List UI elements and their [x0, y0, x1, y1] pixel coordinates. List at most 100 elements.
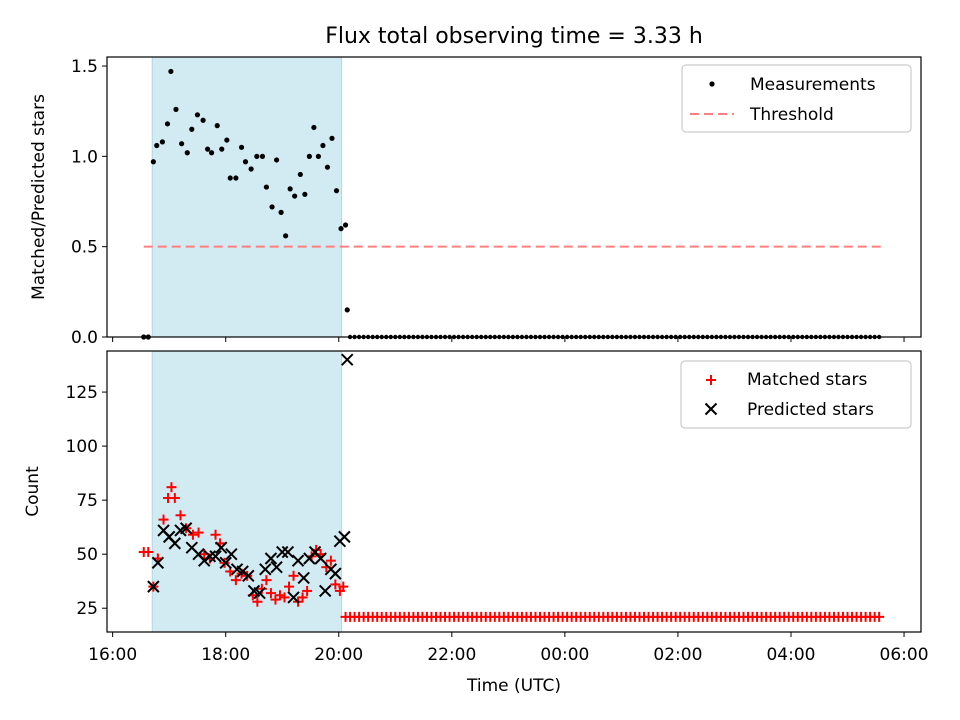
- measurement-point: [297, 171, 303, 178]
- legend-marker-matched: [706, 375, 716, 385]
- measurement-point: [311, 124, 317, 131]
- measurement-point: [333, 188, 340, 194]
- y-tick-label: 125: [66, 383, 98, 403]
- measurement-point: [208, 150, 215, 156]
- matched-stars-points: [138, 482, 885, 622]
- predicted-star-marker: [242, 569, 255, 583]
- measurement-point: [344, 307, 350, 313]
- predicted-star-marker: [209, 550, 222, 563]
- measurement-point: [227, 175, 233, 181]
- matched-star-marker: [330, 579, 341, 590]
- predicted-star-marker: [168, 537, 182, 550]
- predicted-star-marker: [179, 522, 193, 535]
- measurement-point: [273, 157, 280, 163]
- measurement-point: [278, 209, 284, 215]
- measurement-point: [254, 153, 260, 159]
- legend-box: [681, 64, 912, 133]
- measurement-point: [263, 184, 270, 190]
- predicted-star-marker: [291, 554, 305, 567]
- measurement-point: [338, 226, 344, 232]
- legend-box: [680, 360, 912, 429]
- measurement-point: [269, 204, 275, 210]
- measurement-point: [168, 68, 174, 75]
- matched-star-marker: [169, 492, 180, 503]
- matched-star-marker: [166, 482, 177, 493]
- ratio-y-axis-label: Matched/Predicted stars: [29, 94, 49, 300]
- y-tick-label: 1.5: [71, 57, 98, 77]
- legend-label: Measurements: [750, 75, 876, 95]
- count-y-axis-label: Count: [23, 466, 43, 517]
- x-tick-label: 18:00: [201, 645, 250, 665]
- x-tick-label: 02:00: [653, 645, 702, 665]
- measurement-point: [173, 106, 179, 112]
- matched-star-marker: [284, 581, 295, 592]
- measurement-point: [164, 121, 171, 127]
- measurement-point: [306, 153, 312, 159]
- matched-star-marker: [279, 592, 290, 603]
- predicted-star-marker: [276, 545, 289, 559]
- matched-star-marker: [252, 596, 263, 607]
- predicted-star-marker: [259, 563, 272, 576]
- matched-star-marker: [874, 611, 885, 622]
- matched-star-marker: [265, 588, 276, 599]
- matched-star-marker: [230, 575, 241, 586]
- matched-star-marker: [325, 555, 336, 566]
- ratio-legend: Measurements Threshold: [681, 64, 912, 133]
- measurement-point: [248, 166, 254, 172]
- x-axis-label: Time (UTC): [466, 676, 561, 696]
- count-legend: Matched stars Predicted stars: [680, 360, 912, 429]
- measurement-point: [342, 222, 349, 228]
- measurement-point: [159, 139, 165, 145]
- measurement-point: [329, 135, 335, 141]
- measurement-point: [320, 142, 326, 149]
- measurement-point: [233, 175, 239, 181]
- measurement-point: [224, 137, 230, 143]
- measurement-point: [200, 117, 206, 123]
- matched-star-marker: [175, 510, 186, 521]
- measurement-point: [214, 123, 220, 129]
- measurement-point: [154, 142, 160, 149]
- measurement-point: [315, 153, 322, 159]
- predicted-star-marker: [318, 584, 332, 598]
- observing-window-shade: [151, 56, 343, 338]
- measurement-point: [150, 159, 156, 165]
- legend-label: Threshold: [749, 105, 834, 125]
- predicted-star-marker: [253, 586, 266, 600]
- measurement-point: [189, 126, 195, 132]
- predicted-stars-points: [147, 353, 354, 604]
- measurement-point: [238, 144, 245, 150]
- matched-star-marker: [261, 575, 272, 586]
- predicted-star-marker: [297, 571, 310, 585]
- measurement-point: [287, 186, 293, 192]
- y-tick-label: 25: [76, 599, 98, 619]
- y-tick-label: 75: [76, 491, 98, 511]
- matched-star-marker: [297, 592, 308, 603]
- measurement-point: [179, 141, 185, 147]
- legend-label: Predicted stars: [747, 400, 874, 420]
- count-panel: 25 50 75 100 125 16:00 18:00 20:00 22:00 00:00 02…: [23, 350, 929, 665]
- matched-star-marker: [288, 570, 299, 581]
- matched-star-marker: [274, 590, 285, 601]
- matched-star-marker: [193, 527, 204, 538]
- y-tick-label: 1.0: [71, 147, 98, 167]
- measurement-point: [259, 153, 266, 159]
- predicted-star-marker: [147, 580, 160, 593]
- predicted-star-marker: [270, 560, 283, 574]
- legend-marker-measurements: [709, 81, 715, 87]
- legend-label: Matched stars: [747, 370, 867, 390]
- ratio-plot-frame: [106, 56, 922, 338]
- matched-star-marker: [210, 529, 221, 540]
- x-tick-label: 00:00: [540, 645, 589, 665]
- predicted-star-marker: [338, 530, 351, 544]
- ratio-y-axis: 0.0 0.5 1.0 1.5: [71, 57, 107, 348]
- matched-star-marker: [158, 514, 169, 525]
- ratio-x-ticks: [112, 337, 905, 342]
- count-y-axis: 25 50 75 100 125: [66, 383, 107, 619]
- predicted-star-marker: [203, 550, 217, 563]
- predicted-star-marker: [287, 591, 300, 604]
- predicted-star-marker: [151, 556, 165, 570]
- measurement-point: [292, 193, 298, 199]
- predicted-star-marker: [314, 552, 327, 565]
- x-tick-label: 20:00: [314, 645, 363, 665]
- predicted-star-marker: [225, 547, 238, 561]
